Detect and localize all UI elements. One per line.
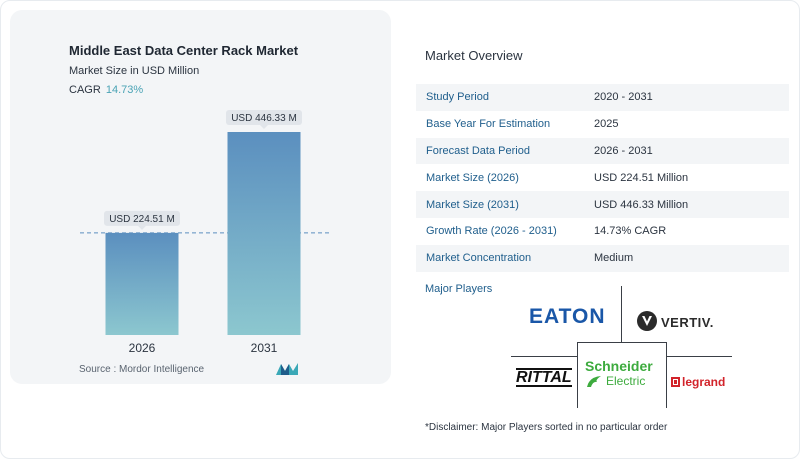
overview-key: Growth Rate (2026 - 2031) (426, 225, 557, 238)
cagr: CAGR 14.73% (69, 84, 143, 96)
legrand-logo-icon (671, 377, 680, 387)
overview-row: Growth Rate (2026 - 2031) 14.73% CAGR (416, 218, 789, 245)
grid-divider (621, 286, 622, 342)
overview-row: Forecast Data Period 2026 - 2031 (416, 137, 789, 165)
overview-value: USD 224.51 Million (594, 171, 689, 184)
overview-key: Market Size (2026) (426, 171, 519, 184)
overview-key: Study Period (416, 84, 584, 111)
overview-value: USD 446.33 Million (584, 191, 789, 218)
bar-2031 (227, 132, 301, 335)
overview-table: Study Period 2020 - 2031 Base Year For Est… (416, 84, 789, 272)
bar-chart: USD 224.51 M 2026 USD 446.33 M 2031 (80, 110, 330, 355)
grid-divider (666, 342, 667, 408)
overview-row: Market Size (2031) USD 446.33 Million (416, 191, 789, 218)
overview-row: Market Size (2026) USD 224.51 Million (416, 164, 789, 191)
data-label-bg (226, 110, 302, 125)
data-label-pointer (138, 225, 146, 230)
overview-key: Market Size (2031) (416, 191, 584, 218)
chart-title: Middle East Data Center Rack Market (69, 43, 299, 58)
legrand-logo: legrand (682, 375, 726, 389)
schneider-electric-label: Electric (606, 374, 646, 388)
overview-value: 2020 - 2031 (584, 84, 789, 111)
x-tick-label: 2026 (129, 341, 156, 355)
overview-key: Base Year For Estimation (426, 118, 551, 131)
overview-row: Study Period 2020 - 2031 (416, 84, 789, 111)
schneider-leaf-icon (587, 376, 601, 387)
eaton-logo: EATON (529, 305, 606, 328)
vertiv-logo-icon (637, 311, 657, 331)
chart-card (10, 10, 391, 384)
overview-value: Medium (584, 244, 789, 272)
players-title: Major Players (425, 283, 493, 295)
overview-value: 2026 - 2031 (584, 137, 789, 165)
overview-row: Market Concentration Medium (416, 244, 789, 272)
mordor-logo-icon (276, 363, 298, 375)
data-label-bg (104, 210, 180, 226)
overview-key: Forecast Data Period (416, 137, 584, 165)
grid-divider (511, 356, 577, 357)
data-label: USD 446.33 M (231, 113, 297, 124)
schneider-logo: Schneider (585, 358, 653, 374)
bar-2026 (105, 232, 179, 335)
cagr-label: CAGR (69, 84, 101, 96)
data-label: USD 224.51 M (109, 214, 175, 225)
disclaimer: *Disclaimer: Major Players sorted in no … (425, 422, 668, 433)
rittal-logo: RITTAL (516, 368, 572, 387)
source-note: Source : Mordor Intelligence (79, 364, 205, 375)
x-tick-label: 2031 (251, 341, 278, 355)
overview-key: Market Concentration (416, 244, 584, 272)
overview-value: 14.73% CAGR (594, 225, 667, 238)
overview-value: 2025 (594, 118, 619, 131)
chart-subtitle: Market Size in USD Million (69, 65, 200, 77)
grid-divider (577, 342, 667, 343)
cagr-value: 14.73% (105, 84, 144, 96)
data-label-pointer (260, 125, 268, 129)
grid-divider (666, 356, 732, 357)
overview-row: Base Year For Estimation 2025 (416, 111, 789, 138)
vertiv-logo: VERTIV. (661, 315, 714, 330)
grid-divider (577, 342, 578, 408)
overview-title: Market Overview (425, 48, 523, 63)
